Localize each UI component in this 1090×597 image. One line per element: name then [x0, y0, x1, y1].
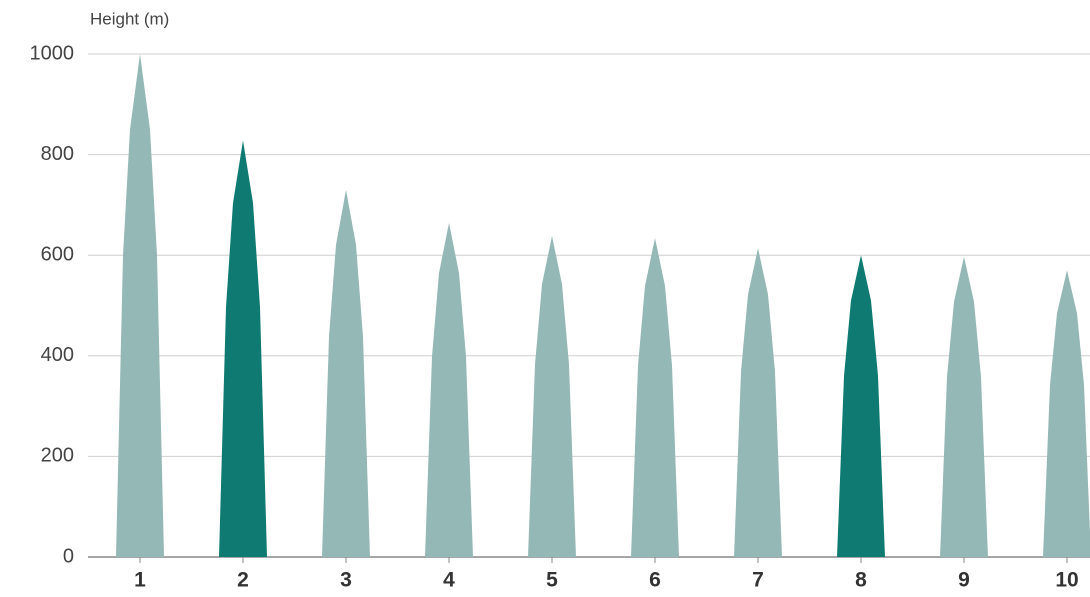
x-tick-label: 8 [855, 569, 867, 592]
building [734, 248, 782, 557]
y-tick-label: 0 [63, 545, 74, 567]
y-tick-label: 1000 [30, 42, 75, 64]
y-tick-label: 800 [41, 143, 74, 165]
building [219, 141, 267, 557]
building [940, 257, 988, 557]
building [837, 255, 885, 557]
chart: Height (m) 0 200 400 600 800 1000 1 2 3 4 5 6 7 8 9 10 [0, 0, 1090, 597]
x-tick-label: 3 [340, 569, 352, 592]
x-tick-label: 4 [443, 569, 455, 592]
x-tick-label: 6 [649, 569, 661, 592]
y-tick-label: 200 [41, 445, 74, 467]
y-axis-label: Height (m) [90, 9, 169, 28]
x-tick-label: 9 [958, 569, 970, 592]
x-tick-label: 10 [1055, 569, 1078, 592]
x-tick-label: 2 [237, 569, 249, 592]
building [631, 238, 679, 557]
x-tick-label: 5 [546, 569, 558, 592]
building [528, 236, 576, 557]
x-tick-label: 1 [134, 569, 146, 592]
building [425, 223, 473, 557]
building [116, 54, 164, 557]
building [1043, 270, 1090, 557]
x-tick-label: 7 [752, 569, 764, 592]
y-tick-label: 600 [41, 243, 74, 265]
building [322, 190, 370, 557]
y-tick-label: 400 [41, 344, 74, 366]
